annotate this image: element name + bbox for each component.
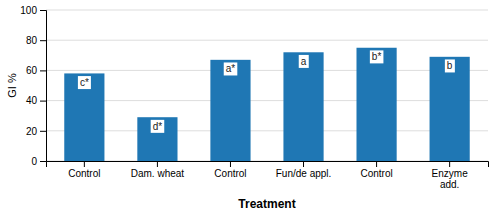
annotation-box bbox=[299, 55, 309, 68]
tick: Fun/de appl. bbox=[276, 161, 332, 179]
tick-label: Control bbox=[68, 168, 100, 179]
annotation: c* bbox=[80, 77, 89, 88]
tick-label-line: Enzyme bbox=[432, 168, 469, 179]
bar bbox=[283, 52, 323, 161]
tick: 100 bbox=[20, 5, 46, 16]
tick: 60 bbox=[26, 65, 46, 76]
tick: 80 bbox=[26, 35, 46, 46]
tick-label: 40 bbox=[26, 95, 38, 106]
tick-label-line: Control bbox=[68, 168, 100, 179]
y-axis: 0 20 40 60 80 100 bbox=[20, 5, 46, 167]
tick-label: Dam. wheat bbox=[131, 168, 185, 179]
annotation-box bbox=[78, 76, 91, 89]
annotation-box bbox=[224, 62, 238, 75]
tick: 20 bbox=[26, 126, 46, 137]
grid bbox=[46, 10, 488, 161]
tick: 40 bbox=[26, 95, 46, 106]
tick-mark bbox=[40, 161, 46, 162]
bar bbox=[64, 73, 104, 161]
tick-label-line: Control bbox=[214, 168, 246, 179]
tick-mark bbox=[40, 40, 46, 41]
tick-mark bbox=[376, 161, 377, 167]
annotation-box bbox=[151, 120, 165, 133]
tick-label-line: Control bbox=[360, 168, 392, 179]
tick-label: 100 bbox=[20, 5, 37, 16]
tick: Control bbox=[214, 161, 246, 179]
tick: Control bbox=[68, 161, 100, 179]
axis-line bbox=[40, 11, 47, 162]
bars bbox=[64, 48, 469, 161]
tick-mark bbox=[303, 161, 304, 167]
chart: 0 20 40 60 80 100 Control Dam. wheat Control Fun/… bbox=[0, 0, 500, 213]
annotation: b* bbox=[372, 51, 382, 62]
bar bbox=[137, 117, 177, 161]
annotations: c* d* a* a b* b bbox=[78, 50, 455, 132]
tick-label: 60 bbox=[26, 65, 38, 76]
tick: 0 bbox=[31, 156, 46, 167]
tick-mark bbox=[40, 70, 46, 71]
tick-mark bbox=[40, 131, 46, 132]
grid-line bbox=[46, 100, 488, 101]
tick-label: 0 bbox=[31, 156, 37, 167]
tick-label: Fun/de appl. bbox=[276, 168, 332, 179]
y-axis-title: GI % bbox=[6, 73, 18, 98]
tick-mark bbox=[230, 161, 231, 167]
x-axis-title: Treatment bbox=[238, 197, 295, 211]
tick-label: Control bbox=[214, 168, 246, 179]
bar bbox=[210, 60, 250, 161]
tick: Dam. wheat bbox=[131, 161, 185, 179]
bar bbox=[356, 48, 396, 161]
plot: 0 20 40 60 80 100 Control Dam. wheat Control Fun/… bbox=[20, 5, 488, 190]
tick-mark bbox=[84, 161, 85, 167]
x-axis: Control Dam. wheat Control Fun/de appl. Cont… bbox=[47, 161, 489, 190]
tick-label: 80 bbox=[26, 35, 38, 46]
tick: Enzymeadd. bbox=[432, 161, 469, 190]
tick-label: Control bbox=[360, 168, 392, 179]
tick-label-line: add. bbox=[440, 179, 459, 190]
tick-mark bbox=[157, 161, 158, 167]
tick-mark bbox=[40, 101, 46, 102]
grid-line bbox=[46, 40, 488, 41]
tick: Control bbox=[360, 161, 392, 179]
annotation: a bbox=[301, 56, 307, 67]
tick-mark bbox=[40, 10, 46, 11]
tick-label-line: Fun/de appl. bbox=[276, 168, 332, 179]
tick-label: 20 bbox=[26, 126, 38, 137]
tick-label-line: Dam. wheat bbox=[131, 168, 185, 179]
annotation-box bbox=[370, 50, 384, 63]
grid-line bbox=[46, 130, 488, 131]
annotation: a* bbox=[226, 63, 236, 74]
annotation: d* bbox=[153, 121, 163, 132]
annotation-box bbox=[445, 59, 455, 72]
tick-label: Enzymeadd. bbox=[432, 168, 469, 190]
annotation: b bbox=[447, 60, 453, 71]
bar bbox=[430, 57, 470, 161]
grid-line bbox=[46, 10, 488, 11]
tick-mark bbox=[449, 161, 450, 167]
axis-line bbox=[47, 162, 489, 168]
grid-line bbox=[46, 70, 488, 71]
